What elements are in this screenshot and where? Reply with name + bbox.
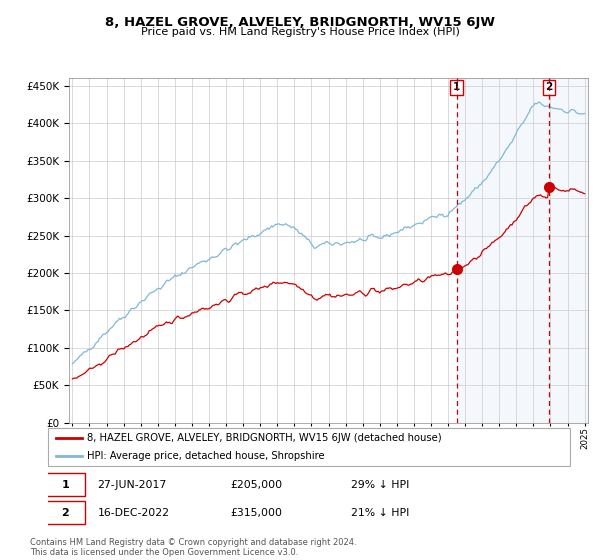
- Text: 29% ↓ HPI: 29% ↓ HPI: [351, 479, 409, 489]
- Text: 16-DEC-2022: 16-DEC-2022: [98, 508, 170, 518]
- Text: 21% ↓ HPI: 21% ↓ HPI: [351, 508, 409, 518]
- Text: £205,000: £205,000: [230, 479, 283, 489]
- Text: 8, HAZEL GROVE, ALVELEY, BRIDGNORTH, WV15 6JW: 8, HAZEL GROVE, ALVELEY, BRIDGNORTH, WV1…: [105, 16, 495, 29]
- Text: 1: 1: [61, 479, 69, 489]
- Text: 2: 2: [61, 508, 69, 518]
- FancyBboxPatch shape: [46, 473, 85, 496]
- FancyBboxPatch shape: [46, 501, 85, 525]
- Text: 8, HAZEL GROVE, ALVELEY, BRIDGNORTH, WV15 6JW (detached house): 8, HAZEL GROVE, ALVELEY, BRIDGNORTH, WV1…: [87, 433, 442, 443]
- Text: 27-JUN-2017: 27-JUN-2017: [98, 479, 167, 489]
- Text: 2: 2: [545, 82, 553, 92]
- Text: Contains HM Land Registry data © Crown copyright and database right 2024.
This d: Contains HM Land Registry data © Crown c…: [30, 538, 356, 557]
- Text: Price paid vs. HM Land Registry's House Price Index (HPI): Price paid vs. HM Land Registry's House …: [140, 27, 460, 37]
- Text: HPI: Average price, detached house, Shropshire: HPI: Average price, detached house, Shro…: [87, 451, 325, 461]
- Text: 1: 1: [453, 82, 460, 92]
- FancyBboxPatch shape: [48, 428, 570, 466]
- Text: £315,000: £315,000: [230, 508, 283, 518]
- Bar: [457, 78, 593, 423]
